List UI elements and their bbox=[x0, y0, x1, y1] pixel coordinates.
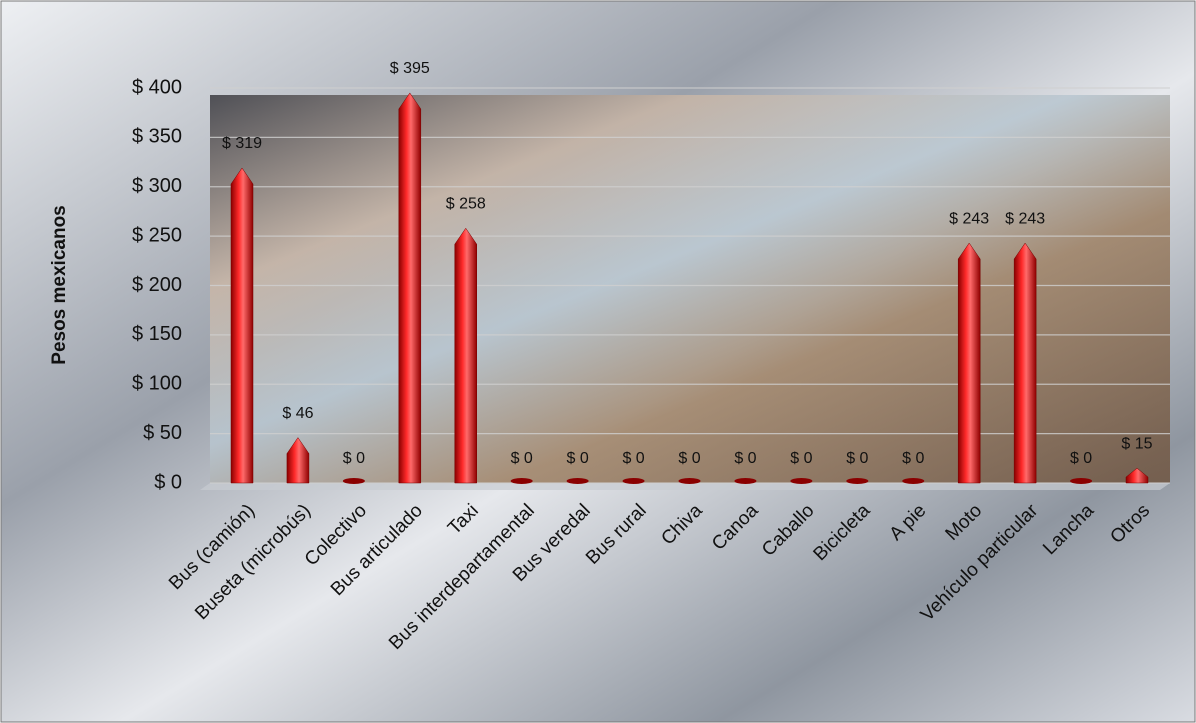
y-tick-label: $ 100 bbox=[132, 373, 182, 395]
value-label: $ 0 bbox=[678, 450, 700, 467]
value-label: $ 395 bbox=[390, 60, 430, 77]
value-label: $ 243 bbox=[949, 210, 989, 227]
bar bbox=[1070, 478, 1093, 484]
bar bbox=[454, 227, 477, 484]
y-tick-label: $ 250 bbox=[132, 224, 182, 246]
y-axis-title: Pesos mexicanos bbox=[49, 205, 70, 364]
y-tick-label: $ 200 bbox=[132, 274, 182, 296]
bar bbox=[342, 478, 365, 484]
value-label: $ 0 bbox=[734, 450, 756, 467]
bar bbox=[846, 478, 869, 484]
value-label: $ 0 bbox=[343, 450, 365, 467]
value-label: $ 0 bbox=[790, 450, 812, 467]
y-tick-label: $ 350 bbox=[132, 126, 182, 148]
bar bbox=[622, 478, 645, 484]
value-label: $ 0 bbox=[846, 450, 868, 467]
y-tick-label: $ 50 bbox=[143, 422, 182, 444]
bar bbox=[790, 478, 813, 484]
bar bbox=[678, 478, 701, 484]
value-label: $ 0 bbox=[902, 450, 924, 467]
bar bbox=[734, 478, 757, 484]
value-label: $ 243 bbox=[1005, 210, 1045, 227]
value-label: $ 0 bbox=[567, 450, 589, 467]
y-tick-label: $ 0 bbox=[154, 471, 182, 493]
y-tick-label: $ 150 bbox=[132, 323, 182, 345]
floor bbox=[200, 483, 1170, 490]
bar bbox=[902, 478, 925, 484]
y-tick-label: $ 400 bbox=[132, 76, 182, 98]
bar bbox=[1125, 467, 1149, 484]
y-tick-label: $ 300 bbox=[132, 175, 182, 197]
bar bbox=[286, 437, 310, 484]
bar bbox=[957, 242, 981, 484]
bar bbox=[398, 92, 422, 484]
value-label: $ 46 bbox=[282, 405, 313, 422]
plot-background bbox=[210, 95, 1170, 483]
value-label: $ 15 bbox=[1121, 435, 1152, 452]
bar bbox=[1013, 242, 1037, 484]
bar bbox=[566, 478, 589, 484]
bar bbox=[510, 478, 533, 484]
value-label: $ 0 bbox=[1070, 450, 1092, 467]
bar bbox=[230, 167, 254, 484]
value-label: $ 319 bbox=[222, 135, 262, 152]
value-label: $ 258 bbox=[446, 195, 486, 212]
value-label: $ 0 bbox=[511, 450, 533, 467]
value-label: $ 0 bbox=[622, 450, 644, 467]
